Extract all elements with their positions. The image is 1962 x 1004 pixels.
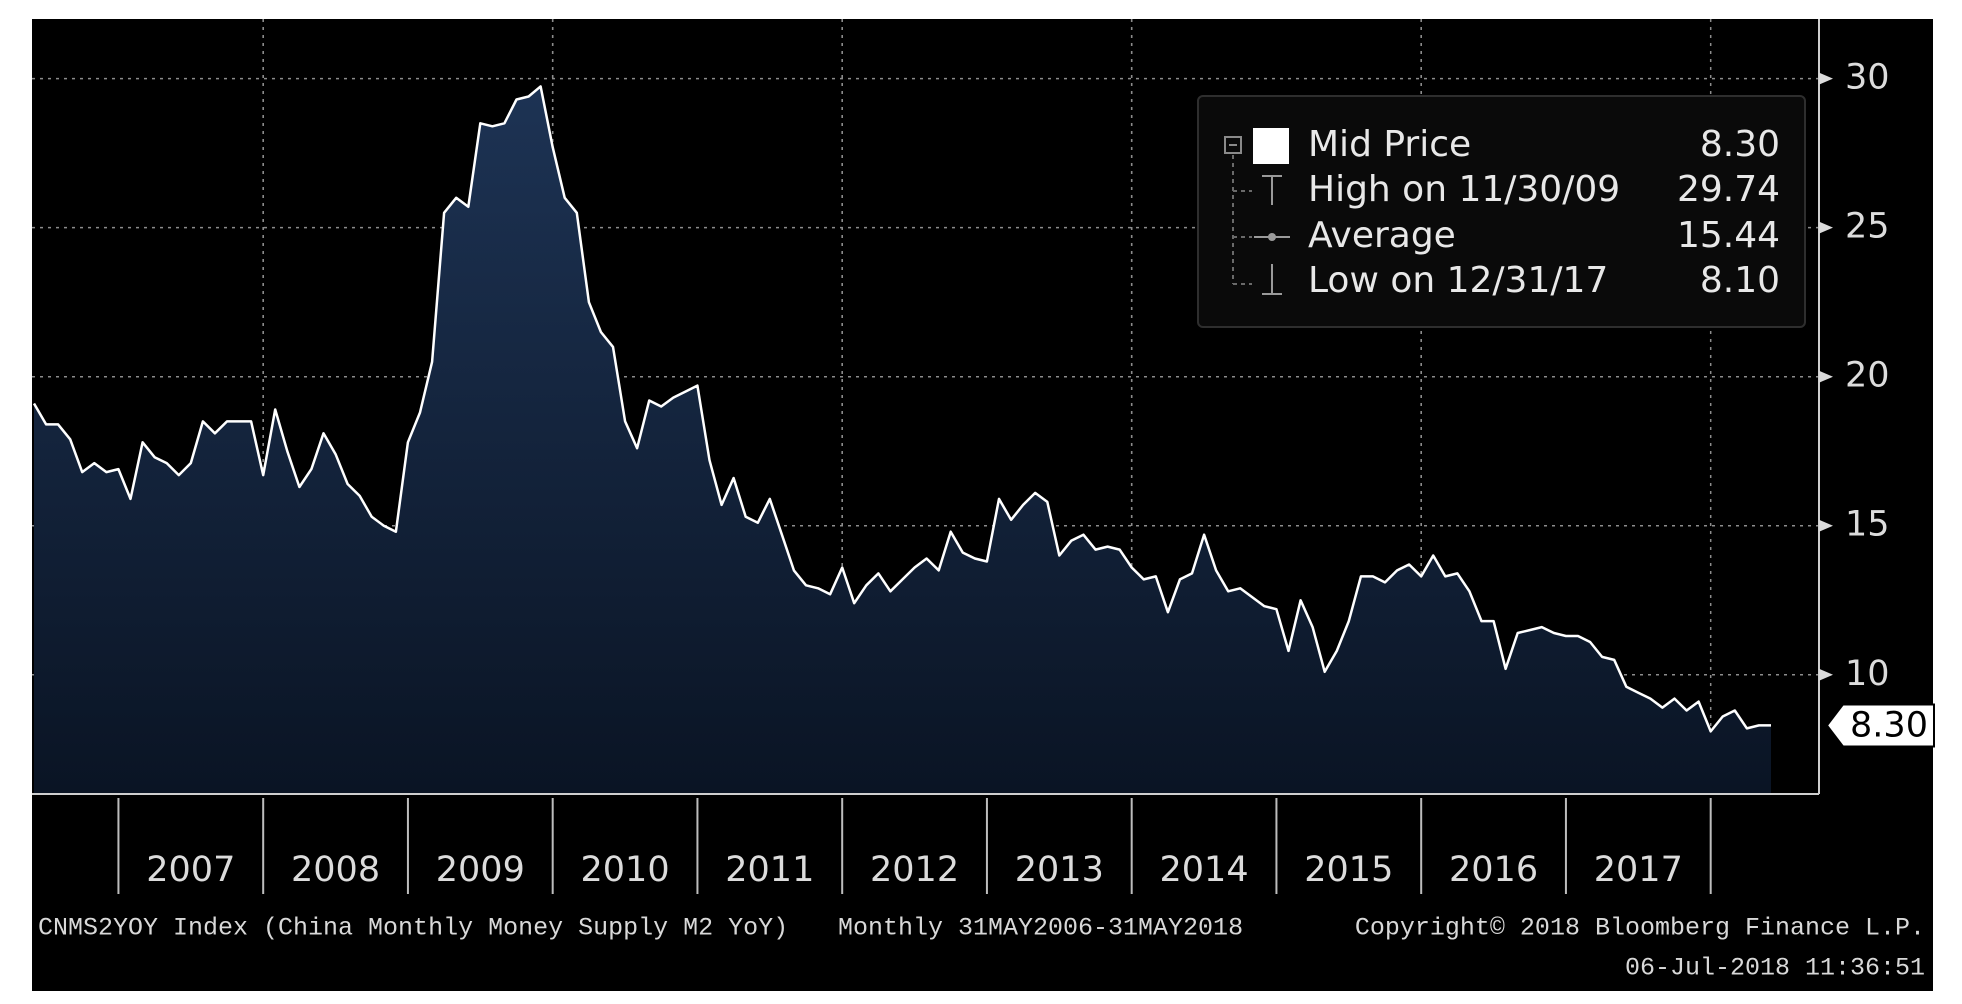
legend: Mid Price 8.30 High on 11/30/09 29.74 Av… <box>1197 95 1806 328</box>
last-value-label: 8.30 <box>1850 705 1928 745</box>
source-text: CNMS2YOY Index (China Monthly Money Supp… <box>38 914 788 943</box>
legend-low-icon <box>1262 264 1282 295</box>
legend-collapse-icon <box>1224 136 1242 154</box>
legend-value: 15.44 <box>1677 215 1780 256</box>
legend-label: High on 11/30/09 <box>1308 169 1620 210</box>
x-tick-label: 2011 <box>725 850 814 890</box>
series-line <box>32 85 1771 733</box>
plot-area <box>32 85 1771 794</box>
x-tick-label: 2012 <box>870 850 959 890</box>
x-tick-label: 2009 <box>436 850 525 890</box>
x-tick-label: 2016 <box>1449 850 1538 890</box>
x-tick-label: 2007 <box>146 850 235 890</box>
legend-label: Low on 12/31/17 <box>1308 260 1608 301</box>
y-tick-label: 15 <box>1845 505 1890 545</box>
y-tick-mark <box>1819 519 1833 532</box>
x-tick-label: 2010 <box>581 850 670 890</box>
legend-label: Mid Price <box>1308 124 1471 165</box>
y-tick-mark <box>1819 72 1833 85</box>
y-tick-mark <box>1819 370 1833 383</box>
x-tick-label: 2008 <box>291 850 380 890</box>
y-tick-label: 30 <box>1845 58 1890 98</box>
x-tick-label: 2014 <box>1160 850 1249 890</box>
legend-value: 8.30 <box>1700 124 1780 165</box>
y-tick-label: 25 <box>1845 207 1890 247</box>
y-tick-mark <box>1819 668 1833 681</box>
x-tick-label: 2015 <box>1304 850 1393 890</box>
legend-value: 8.10 <box>1700 260 1780 301</box>
y-tick-label: 20 <box>1845 356 1890 396</box>
x-tick-label: 2013 <box>1015 850 1104 890</box>
y-tick-mark <box>1819 221 1833 234</box>
axes: 10 15 20 25 30 2007 2008 2009 2010 2011 2012 2013 20… <box>117 58 1935 894</box>
legend-high-icon <box>1262 175 1282 205</box>
timestamp-text: 06-Jul-2018 11:36:51 <box>1625 954 1925 983</box>
y-tick-label: 10 <box>1845 654 1890 694</box>
legend-swatch <box>1253 128 1289 164</box>
x-tick-label: 2017 <box>1594 850 1683 890</box>
copyright-text: Copyright© 2018 Bloomberg Finance L.P. <box>1355 914 1925 943</box>
legend-value: 29.74 <box>1677 169 1780 210</box>
legend-average-dot <box>1268 233 1276 241</box>
legend-box <box>1197 95 1806 328</box>
period-text: Monthly 31MAY2006-31MAY2018 <box>838 914 1243 943</box>
legend-label: Average <box>1308 215 1456 256</box>
area-fill <box>34 86 1771 794</box>
last-value-tag <box>1825 703 1935 748</box>
